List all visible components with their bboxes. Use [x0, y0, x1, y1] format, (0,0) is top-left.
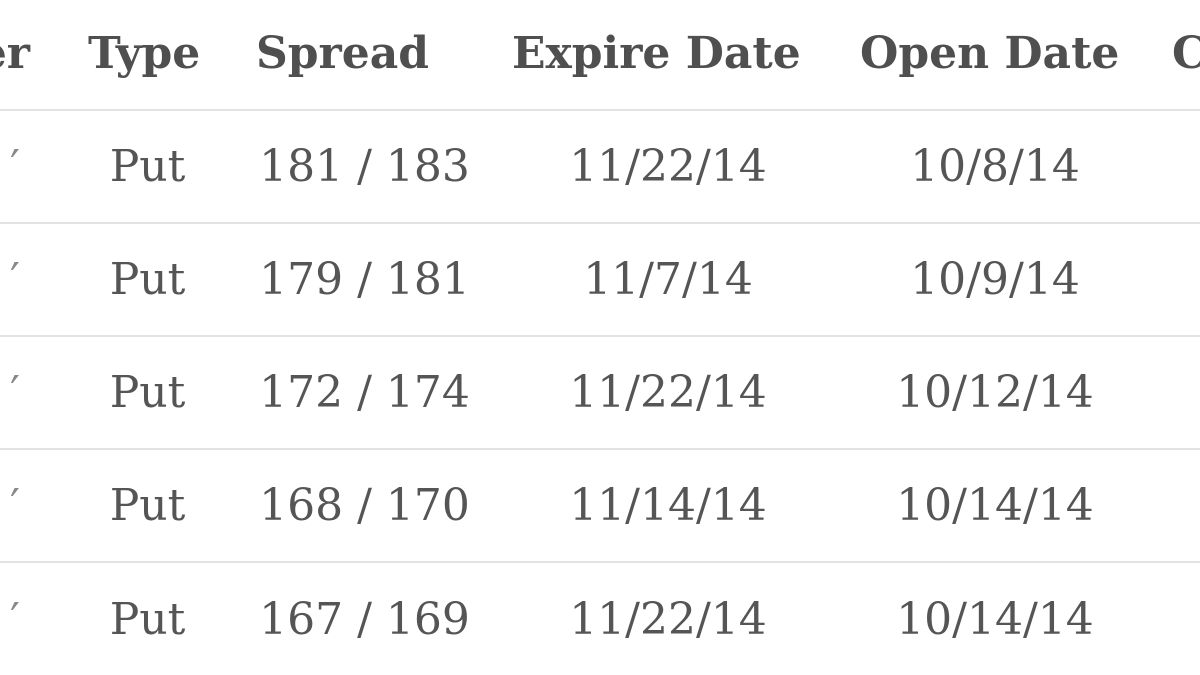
cell-type-text: Put [110, 594, 186, 645]
cell-partial-left-text: ′ [10, 594, 20, 645]
header-partial-right: C [1172, 0, 1200, 109]
cell-open-date-text: 10/12/14 [896, 367, 1094, 418]
header-partial-left: er [0, 0, 30, 109]
cell-partial-left-text: ′ [10, 141, 20, 192]
cell-partial-left-text: ′ [10, 367, 20, 418]
cell-type: Put [80, 337, 215, 448]
cell-spread-text: 168 / 170 [259, 480, 470, 531]
cell-spread-text: 181 / 183 [259, 141, 470, 192]
cell-partial-left: ′ [0, 111, 20, 222]
cell-expire-date-text: 11/22/14 [569, 141, 767, 192]
cell-expire-date: 11/22/14 [508, 337, 828, 448]
header-spread: Spread [256, 0, 432, 109]
cell-spread-text: 179 / 181 [259, 254, 470, 305]
table-header-row: er Type Spread Expire Date Open Date C [0, 0, 1200, 111]
table-row: ′ Put 172 / 174 11/22/14 10/12/14 [0, 337, 1200, 450]
header-type: Type [88, 0, 213, 109]
cell-spread-text: 167 / 169 [259, 594, 470, 645]
cell-open-date: 10/9/14 [850, 224, 1140, 335]
header-type-text: Type [88, 28, 200, 79]
header-open-date: Open Date [860, 0, 1122, 109]
header-partial-left-text: er [0, 28, 30, 79]
cell-partial-left: ′ [0, 224, 20, 335]
cell-type: Put [80, 450, 215, 561]
table-row: ′ Put 179 / 181 11/7/14 10/9/14 [0, 224, 1200, 337]
cell-expire-date: 11/7/14 [508, 224, 828, 335]
cell-partial-left-text: ′ [10, 254, 20, 305]
header-open-date-text: Open Date [860, 28, 1119, 79]
cell-open-date: 10/14/14 [850, 450, 1140, 561]
table-row: ′ Put 181 / 183 11/22/14 10/8/14 [0, 111, 1200, 224]
cell-type: Put [80, 563, 215, 675]
header-expire-date-text: Expire Date [512, 28, 801, 79]
cell-spread: 168 / 170 [252, 450, 477, 561]
cell-spread: 181 / 183 [252, 111, 477, 222]
cell-spread: 179 / 181 [252, 224, 477, 335]
cell-open-date: 10/12/14 [850, 337, 1140, 448]
cell-expire-date-text: 11/7/14 [583, 254, 753, 305]
cell-type-text: Put [110, 367, 186, 418]
cell-expire-date-text: 11/14/14 [569, 480, 767, 531]
cell-type-text: Put [110, 480, 186, 531]
header-expire-date: Expire Date [512, 0, 804, 109]
cell-partial-left: ′ [0, 450, 20, 561]
table-row: ′ Put 168 / 170 11/14/14 10/14/14 [0, 450, 1200, 563]
cell-expire-date: 11/22/14 [508, 563, 828, 675]
cell-expire-date: 11/14/14 [508, 450, 828, 561]
cell-spread-text: 172 / 174 [259, 367, 470, 418]
cell-type: Put [80, 111, 215, 222]
cell-open-date-text: 10/14/14 [896, 594, 1094, 645]
cell-type-text: Put [110, 254, 186, 305]
cell-open-date-text: 10/9/14 [910, 254, 1080, 305]
cell-type-text: Put [110, 141, 186, 192]
cell-expire-date-text: 11/22/14 [569, 594, 767, 645]
header-spread-text: Spread [256, 28, 429, 79]
cell-open-date: 10/8/14 [850, 111, 1140, 222]
cell-expire-date: 11/22/14 [508, 111, 828, 222]
cell-partial-left: ′ [0, 337, 20, 448]
cell-partial-left: ′ [0, 563, 20, 675]
cell-open-date-text: 10/8/14 [910, 141, 1080, 192]
cell-partial-left-text: ′ [10, 480, 20, 531]
header-partial-right-text: C [1172, 28, 1200, 79]
cell-open-date: 10/14/14 [850, 563, 1140, 675]
cell-type: Put [80, 224, 215, 335]
cell-spread: 172 / 174 [252, 337, 477, 448]
table-row: ′ Put 167 / 169 11/22/14 10/14/14 [0, 563, 1200, 675]
cell-expire-date-text: 11/22/14 [569, 367, 767, 418]
cell-open-date-text: 10/14/14 [896, 480, 1094, 531]
cell-spread: 167 / 169 [252, 563, 477, 675]
